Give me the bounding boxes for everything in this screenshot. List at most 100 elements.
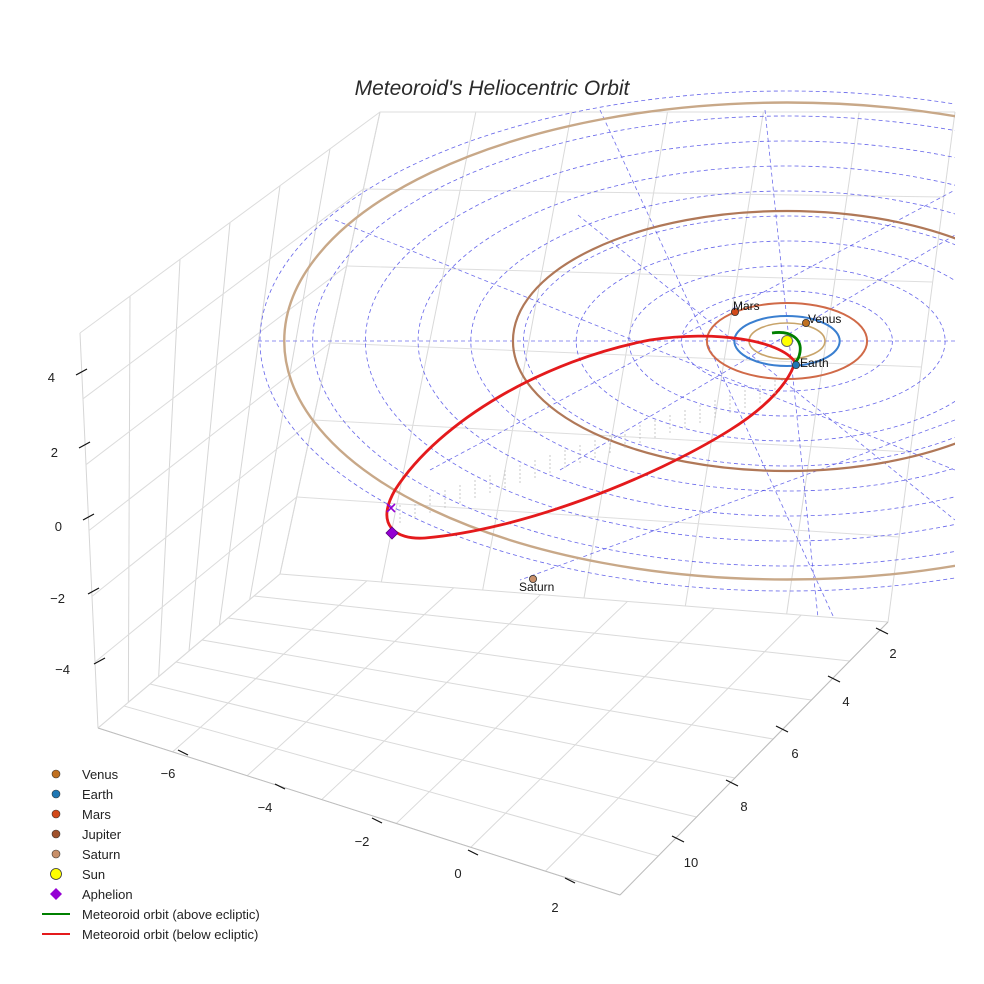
y-tick-mark: [671, 835, 685, 843]
x-tick-label: −4: [258, 800, 273, 815]
floor-gridline: [172, 580, 368, 753]
legend-item: Sun: [38, 864, 358, 884]
orbit-saturn: [283, 101, 955, 581]
y-tick-label: 2: [889, 646, 896, 661]
z-tick-mark: [78, 441, 91, 449]
legend-label: Venus: [82, 766, 119, 782]
y-tick-mark: [827, 675, 841, 683]
z-tick-label: 0: [55, 519, 62, 534]
legend-item: Aphelion: [38, 884, 358, 904]
legend-symbol: [42, 913, 70, 915]
ecliptic-ring: [681, 290, 893, 392]
legend-label: Saturn: [82, 846, 121, 862]
legend-label: Jupiter: [82, 826, 122, 842]
floor-gridline: [253, 595, 850, 662]
floor-gridline: [97, 573, 281, 729]
orbit-earth: [733, 315, 841, 367]
x-tick-label: −2: [355, 834, 370, 849]
x-tick-label: −6: [161, 766, 176, 781]
back-wall-gridline: [363, 188, 944, 198]
floor-gridline: [395, 601, 628, 824]
legend-label: Sun: [82, 866, 106, 882]
legend-symbol: [51, 789, 61, 799]
legend-dot: [51, 769, 61, 779]
legend-label: Mars: [82, 806, 111, 822]
planet-label-saturn: Saturn: [519, 580, 554, 594]
meteoroid-orbit-below: [385, 334, 797, 540]
x-tick-mark: [564, 877, 576, 884]
ecliptic-spoke: [764, 109, 819, 619]
z-tick-label: −4: [55, 662, 70, 677]
y-tick-label: 10: [684, 855, 698, 870]
x-tick-label: 0: [454, 866, 461, 881]
legend-item: Meteoroid orbit (above ecliptic): [38, 904, 358, 924]
y-tick-mark: [775, 725, 789, 733]
floor-gridline: [470, 607, 715, 848]
legend-sun: [50, 868, 62, 880]
legend-dot: [51, 809, 61, 819]
aphelion-marker: [385, 526, 399, 540]
ecliptic-spoke: [519, 419, 955, 581]
legend-item: Earth: [38, 784, 358, 804]
ecliptic-spoke: [599, 109, 835, 619]
legend-item: Meteoroid orbit (below ecliptic): [38, 924, 358, 944]
z-tick-label: 4: [48, 370, 55, 385]
back-wall-gridline: [296, 496, 900, 538]
x-tick-mark: [371, 817, 383, 824]
legend-item: Venus: [38, 764, 358, 784]
floor-gridline: [149, 683, 697, 818]
back-panes: [79, 111, 956, 729]
planet-labels: Venus Earth Mars Saturn: [519, 299, 841, 594]
axis-ticks: −6 −4 −2 0 2 2 4 6 8 10 4 2 0 −2 −4: [48, 368, 897, 915]
legend-label: Earth: [82, 786, 114, 802]
meteoroid-orbit-above: [771, 331, 802, 364]
legend-item: Saturn: [38, 844, 358, 864]
planet-label-venus: Venus: [808, 312, 841, 326]
y-tick-label: 6: [791, 746, 798, 761]
back-wall-gridline: [329, 342, 922, 368]
planet-saturn: [529, 575, 538, 584]
floor-gridline: [321, 594, 541, 800]
legend-label: Aphelion: [82, 886, 133, 902]
y-tick-label: 4: [842, 694, 849, 709]
legend-label: Meteoroid orbit (below ecliptic): [82, 926, 259, 942]
legend-symbol: [51, 829, 61, 839]
planet-label-earth: Earth: [800, 356, 829, 370]
floor-gridline: [227, 617, 812, 701]
legend-symbol: [50, 868, 62, 880]
floor-gridline: [201, 639, 774, 740]
floor-grid: [97, 573, 889, 896]
y-axis-line: [619, 621, 889, 896]
orbit-scene: [258, 90, 955, 619]
left-wall-gridline: [82, 188, 364, 400]
legend-symbol: [51, 849, 61, 859]
legend-item: Jupiter: [38, 824, 358, 844]
y-tick-mark: [875, 627, 889, 635]
planet-venus: [802, 318, 811, 327]
left-wall-gridline: [94, 496, 297, 663]
legend-dot: [51, 789, 61, 799]
z-tick-label: 2: [51, 445, 58, 460]
legend-diamond: [50, 888, 62, 900]
ecliptic-crossing-marker: [386, 503, 396, 513]
y-tick-label: 8: [740, 799, 747, 814]
x-tick-mark: [467, 849, 479, 856]
x-axis-line: [97, 727, 621, 896]
left-wall-gridline: [91, 419, 314, 597]
legend-symbol: [42, 933, 70, 935]
left-wall-gridline: [85, 265, 347, 466]
legend-item: Mars: [38, 804, 358, 824]
legend: Venus Earth Mars Jupiter Saturn Sun Aphelion Me…: [38, 764, 358, 944]
z-tick-mark: [75, 368, 88, 376]
back-wall-gridline: [346, 265, 933, 283]
ecliptic-spoke: [429, 189, 955, 471]
z-tick-mark: [87, 587, 100, 595]
planet-mars: [731, 307, 740, 316]
floor-gridline: [246, 587, 455, 777]
ecliptic-spoke: [334, 219, 955, 471]
floor-gridline: [175, 661, 735, 779]
x-tick-mark: [274, 783, 286, 790]
legend-label: Meteoroid orbit (above ecliptic): [82, 906, 260, 922]
legend-dot: [51, 849, 61, 859]
